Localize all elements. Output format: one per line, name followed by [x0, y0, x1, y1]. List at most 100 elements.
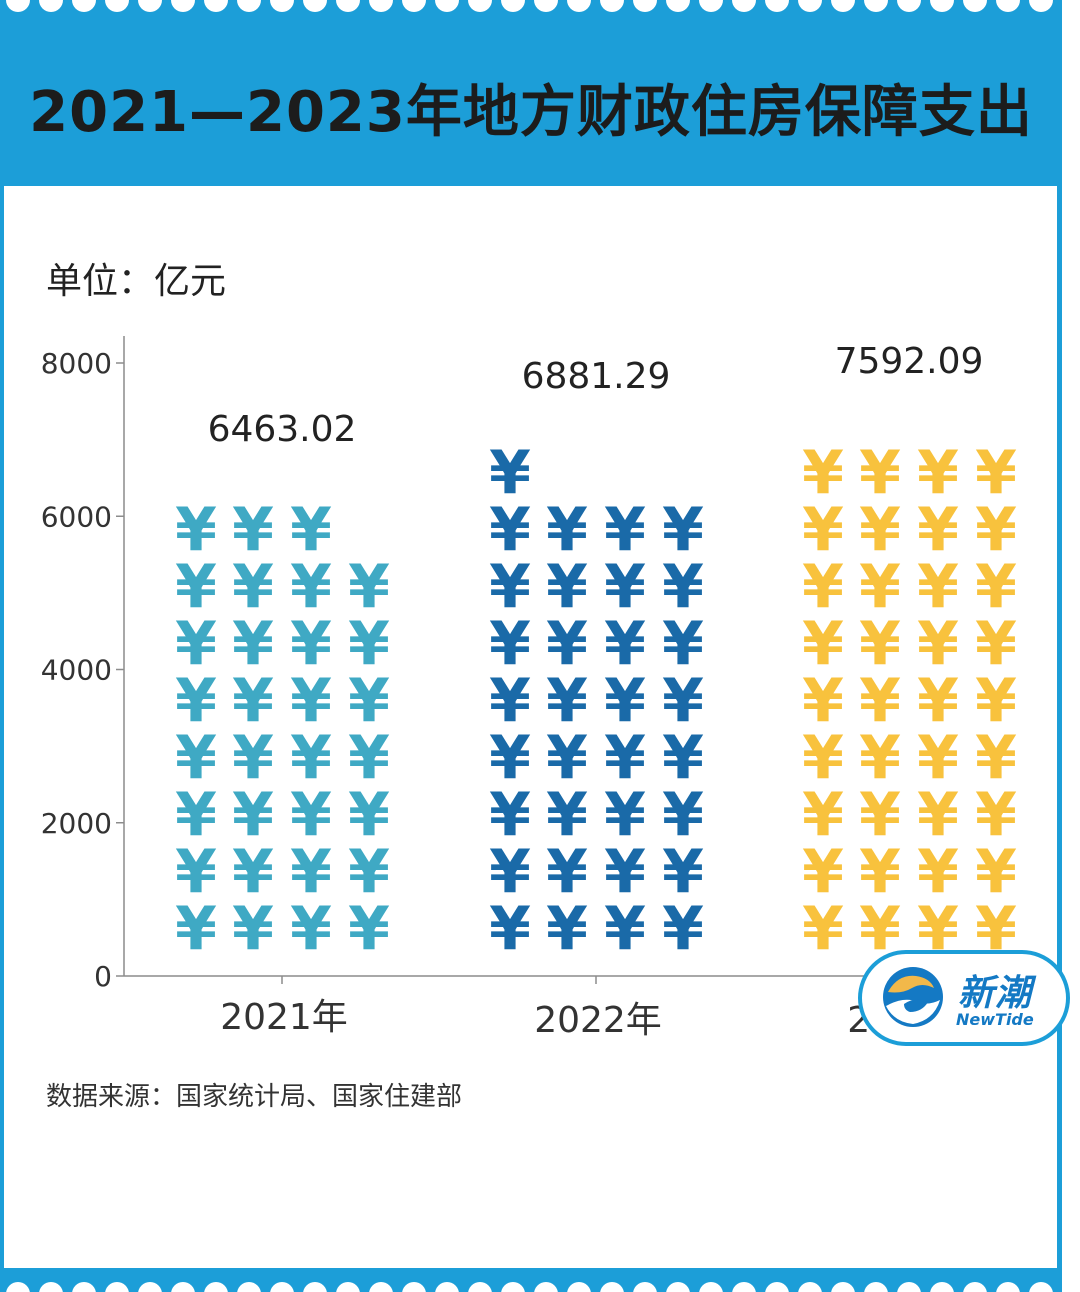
yuan-icon: ¥	[975, 837, 1017, 907]
yuan-icon: ¥	[232, 837, 274, 907]
yuan-icon: ¥	[802, 552, 844, 622]
perforation-hole	[897, 0, 921, 12]
perforation-hole	[534, 0, 558, 12]
yuan-icon: ¥	[917, 723, 959, 793]
yuan-icon: ¥	[802, 438, 844, 508]
logo-text-en: NewTide	[956, 1010, 1034, 1029]
top-perforation	[0, 0, 1062, 20]
x-tick-label: 2021年	[220, 997, 348, 1038]
perforation-hole	[963, 1282, 987, 1292]
yuan-icon: ¥	[290, 894, 332, 964]
yuan-icon: ¥	[489, 780, 531, 850]
perforation-hole	[204, 0, 228, 12]
value-label: 7592.09	[835, 341, 984, 382]
perforation-hole	[171, 0, 195, 12]
yuan-icon: ¥	[604, 495, 646, 565]
yuan-icon: ¥	[290, 552, 332, 622]
yuan-icon: ¥	[175, 666, 217, 736]
perforation-hole	[237, 0, 261, 12]
right-edge	[1062, 0, 1080, 1292]
yuan-icon: ¥	[859, 438, 901, 508]
yuan-icon: ¥	[662, 780, 704, 850]
yuan-icon: ¥	[604, 552, 646, 622]
yuan-icon: ¥	[546, 666, 588, 736]
yuan-icon: ¥	[489, 552, 531, 622]
yuan-icon: ¥	[975, 438, 1017, 508]
yuan-icon: ¥	[232, 780, 274, 850]
perforation-hole	[270, 1282, 294, 1292]
source-label: 数据来源：国家统计局、国家住建部	[46, 1082, 463, 1112]
perforation-hole	[699, 1282, 723, 1292]
yuan-icon: ¥	[489, 495, 531, 565]
y-tick-label: 2000	[41, 807, 112, 840]
yuan-icon: ¥	[975, 552, 1017, 622]
perforation-hole	[930, 0, 954, 12]
perforation-hole	[105, 1282, 129, 1292]
yuan-icon: ¥	[290, 609, 332, 679]
yuan-icon: ¥	[975, 723, 1017, 793]
yuan-icon: ¥	[917, 666, 959, 736]
yuan-icon: ¥	[859, 780, 901, 850]
yuan-icon: ¥	[489, 438, 531, 508]
perforation-hole	[732, 0, 756, 12]
yuan-icon: ¥	[802, 666, 844, 736]
yuan-icon: ¥	[489, 666, 531, 736]
perforation-hole	[897, 1282, 921, 1292]
yuan-icon: ¥	[802, 894, 844, 964]
yuan-icon: ¥	[975, 609, 1017, 679]
perforation-hole	[600, 1282, 624, 1292]
yuan-icon: ¥	[348, 723, 390, 793]
perforation-hole	[666, 0, 690, 12]
yuan-icon: ¥	[802, 780, 844, 850]
perforation-hole	[105, 0, 129, 12]
perforation-hole	[765, 0, 789, 12]
yuan-icon: ¥	[175, 894, 217, 964]
perforation-hole	[468, 0, 492, 12]
yuan-icon: ¥	[975, 780, 1017, 850]
perforation-hole	[501, 0, 525, 12]
yuan-icon: ¥	[232, 609, 274, 679]
yuan-icon: ¥	[175, 609, 217, 679]
yuan-icon: ¥	[232, 552, 274, 622]
yuan-icon: ¥	[662, 894, 704, 964]
perforation-hole	[39, 1282, 63, 1292]
perforation-hole	[369, 0, 393, 12]
yuan-icon: ¥	[546, 495, 588, 565]
yuan-icon: ¥	[232, 495, 274, 565]
yuan-icon: ¥	[489, 894, 531, 964]
yuan-icon: ¥	[917, 609, 959, 679]
yuan-icon: ¥	[348, 894, 390, 964]
perforation-hole	[1029, 0, 1053, 12]
logo-text-cn: 新潮	[958, 973, 1033, 1014]
perforation-hole	[138, 1282, 162, 1292]
perforation-hole	[435, 0, 459, 12]
perforation-hole	[303, 1282, 327, 1292]
yuan-icon: ¥	[662, 666, 704, 736]
yuan-icon: ¥	[917, 552, 959, 622]
yuan-icon: ¥	[662, 552, 704, 622]
page-title: 2021—2023年地方财政住房保障支出	[29, 80, 1033, 145]
y-tick-label: 0	[94, 960, 112, 993]
perforation-hole	[996, 0, 1020, 12]
perforation-hole	[534, 1282, 558, 1292]
yuan-icon: ¥	[489, 837, 531, 907]
yuan-icon: ¥	[290, 666, 332, 736]
yuan-icon: ¥	[975, 666, 1017, 736]
wave-logo-icon	[883, 967, 943, 1027]
yuan-icon: ¥	[859, 837, 901, 907]
perforation-hole	[996, 1282, 1020, 1292]
yuan-icon: ¥	[290, 723, 332, 793]
yuan-icon: ¥	[604, 894, 646, 964]
yuan-icon: ¥	[348, 837, 390, 907]
yuan-icon: ¥	[489, 609, 531, 679]
chart-panel: 单位：亿元 0 2000 4000 6000 8000 2021年 6463.02 ¥ ¥ ¥ ¥ ¥…	[4, 186, 1057, 1268]
perforation-hole	[567, 0, 591, 12]
perforation-hole	[831, 1282, 855, 1292]
perforation-hole	[864, 0, 888, 12]
yuan-icon: ¥	[232, 723, 274, 793]
yuan-icon: ¥	[489, 723, 531, 793]
perforation-hole	[600, 0, 624, 12]
yuan-icon: ¥	[859, 723, 901, 793]
